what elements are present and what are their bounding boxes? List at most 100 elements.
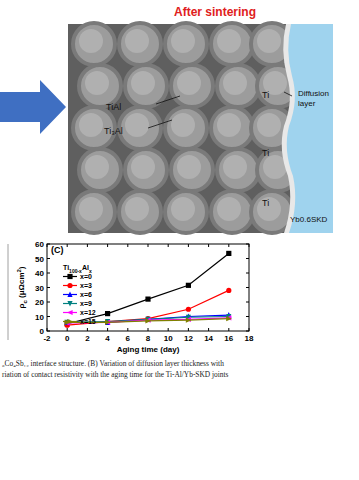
- x-tick: [228, 328, 229, 331]
- matrix: [68, 24, 300, 233]
- x-tick-top: [67, 244, 68, 247]
- panel-label: (C): [51, 245, 64, 255]
- plot-frame: [47, 244, 249, 331]
- grain-core: [177, 155, 201, 179]
- x-tick-label: 6: [126, 334, 131, 343]
- grain-core: [79, 197, 103, 221]
- legend-label: x=15: [80, 318, 96, 325]
- data-point: [226, 316, 232, 321]
- label-ti: Ti: [262, 198, 269, 208]
- grain-core: [171, 113, 195, 137]
- y-tick-right: [246, 273, 249, 274]
- x-tick-label: 16: [224, 334, 233, 343]
- data-point: [145, 297, 150, 302]
- grain: [211, 107, 253, 149]
- grain-core: [131, 71, 155, 95]
- y-tick: [47, 302, 50, 303]
- y-tick: [47, 331, 50, 332]
- grain-core: [125, 29, 149, 53]
- x-tick-label: 8: [146, 334, 151, 343]
- grain: [125, 149, 167, 191]
- y-tick-label: 50: [35, 255, 44, 264]
- grain-core: [131, 155, 155, 179]
- caption-line: riation of contact resistivity with the …: [2, 370, 229, 379]
- legend-label: x=12: [80, 309, 96, 316]
- legend-title-part: Al: [82, 264, 89, 271]
- grain-core: [223, 71, 247, 95]
- y-axis-label: ρc (μΩcm2): [16, 266, 28, 308]
- x-tick-top: [87, 244, 88, 247]
- data-point: [145, 318, 151, 323]
- x-tick: [208, 328, 209, 331]
- y-tick-label: 30: [35, 284, 44, 293]
- x-tick-label: -2: [43, 334, 51, 343]
- microstructure: [68, 23, 300, 233]
- x-tick-top: [208, 244, 209, 247]
- panel-b-edge: [8, 244, 9, 340]
- series-line: [67, 290, 229, 325]
- y-tick-label: 0: [40, 327, 45, 336]
- x-tick-label: 2: [85, 334, 90, 343]
- grain-core: [217, 113, 241, 137]
- label-diffusion: layer: [298, 99, 316, 108]
- y-tick: [47, 258, 50, 259]
- data-point: [186, 307, 191, 312]
- data-point: [145, 317, 150, 323]
- x-tick: [168, 328, 169, 331]
- y-tick-right: [246, 244, 249, 245]
- y-tick-label: 60: [35, 240, 44, 249]
- legend-marker: [67, 274, 72, 279]
- label-tial: TiAl: [106, 102, 121, 112]
- data-point: [145, 318, 151, 323]
- data-point: [105, 319, 110, 325]
- grain-core: [171, 197, 195, 221]
- grain: [165, 23, 207, 65]
- series-line: [67, 253, 229, 323]
- grain-core: [257, 29, 281, 53]
- y-tick-label: 20: [35, 298, 44, 307]
- x-tick: [107, 328, 108, 331]
- y-tick: [47, 244, 50, 245]
- grain-core: [217, 29, 241, 53]
- x-tick: [188, 328, 189, 331]
- grain: [79, 149, 121, 191]
- grain: [79, 65, 121, 107]
- x-tick: [148, 328, 149, 331]
- grain-core: [85, 155, 109, 179]
- x-tick-label: 14: [204, 334, 213, 343]
- grain: [125, 65, 167, 107]
- grain: [211, 191, 253, 233]
- y-tick-right: [246, 316, 249, 317]
- label-pointer: [148, 92, 292, 128]
- grain: [217, 65, 259, 107]
- x-tick-top: [168, 244, 169, 247]
- data-point: [226, 315, 232, 320]
- chart: -20246810121416180102030405060Aging time…: [16, 240, 254, 354]
- data: [64, 251, 232, 328]
- data-point: [105, 320, 111, 325]
- label-ti: Ti: [262, 90, 269, 100]
- grain-core: [177, 71, 201, 95]
- x-tick-label: 18: [245, 334, 254, 343]
- data-point: [105, 311, 110, 316]
- grain-core: [223, 155, 247, 179]
- grain: [211, 23, 253, 65]
- label-skd: Yb0.6SKD: [290, 215, 328, 224]
- grain-core: [257, 113, 281, 137]
- legend-label: x=3: [80, 282, 92, 289]
- y-tick-label: 10: [35, 313, 44, 322]
- x-tick-top: [148, 244, 149, 247]
- x-tick-label: 10: [164, 334, 173, 343]
- label-ti3al: Ti₃Al: [104, 126, 123, 136]
- y-tick: [47, 316, 50, 317]
- y-tick-right: [246, 302, 249, 303]
- x-tick-top: [107, 244, 108, 247]
- data-point: [105, 319, 110, 324]
- grain: [119, 107, 161, 149]
- legend-marker: [67, 283, 72, 288]
- x-axis-label: Aging time (day): [117, 345, 180, 354]
- data-point: [105, 320, 111, 325]
- data-point: [226, 288, 231, 293]
- grain-core: [171, 29, 195, 53]
- x-tick: [87, 328, 88, 331]
